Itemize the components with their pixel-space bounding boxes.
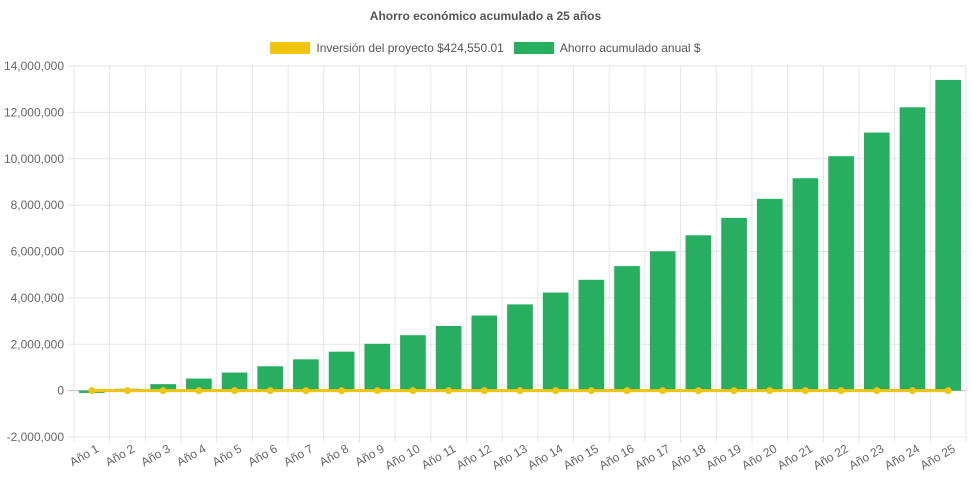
- bar-ahorro: [614, 266, 640, 391]
- x-tick-label: Año 4: [174, 441, 208, 469]
- point-inversion: [659, 387, 667, 395]
- x-tick-label: Año 17: [632, 441, 672, 472]
- point-inversion: [159, 387, 167, 395]
- bar-ahorro: [685, 235, 712, 391]
- point-inversion: [801, 387, 809, 395]
- bar-ahorro: [435, 325, 462, 391]
- point-inversion: [302, 387, 310, 395]
- bar-ahorro: [649, 251, 676, 391]
- point-inversion: [88, 387, 96, 395]
- point-inversion: [766, 387, 774, 395]
- bar-ahorro: [756, 198, 783, 391]
- x-tick-label: Año 12: [454, 441, 494, 472]
- point-inversion: [944, 387, 952, 395]
- legend-label-ahorro: Ahorro acumulado anual $: [559, 41, 701, 55]
- x-tick-label: Año 25: [918, 441, 958, 472]
- bar-ahorro: [507, 304, 533, 391]
- x-tick-label: Año 10: [383, 441, 423, 472]
- x-tick-label: Año 21: [775, 441, 815, 472]
- legend: Inversión del proyecto $424,550.01 Ahorr…: [0, 41, 971, 55]
- legend-swatch-inversion: [270, 42, 311, 54]
- x-tick-label: Año 6: [246, 441, 280, 469]
- point-inversion: [195, 387, 203, 395]
- y-tick-label: 6,000,000: [11, 245, 65, 259]
- y-tick-label: 12,000,000: [4, 105, 64, 119]
- bar-ahorro: [471, 315, 498, 391]
- x-tick-label: Año 22: [811, 441, 851, 472]
- x-tick-label: Año 8: [317, 441, 351, 469]
- y-tick-label: -2,000,000: [7, 430, 65, 444]
- x-tick-label: Año 3: [139, 441, 173, 469]
- x-tick-label: Año 15: [561, 441, 601, 472]
- point-inversion: [873, 387, 881, 395]
- y-tick-label: 8,000,000: [11, 198, 65, 212]
- point-inversion: [516, 387, 524, 395]
- bar-ahorro: [221, 372, 248, 391]
- x-tick-label: Año 7: [281, 441, 315, 469]
- bar-ahorro: [400, 335, 426, 391]
- legend-item-ahorro[interactable]: Ahorro acumulado anual $: [513, 41, 701, 55]
- point-inversion: [266, 387, 274, 395]
- point-inversion: [694, 387, 702, 395]
- bar-ahorro: [828, 156, 854, 391]
- point-inversion: [124, 387, 132, 395]
- x-tick-label: Año 16: [597, 441, 637, 472]
- bar-ahorro: [257, 366, 284, 391]
- bar-ahorro: [792, 178, 819, 391]
- bar-ahorro: [578, 279, 605, 391]
- x-tick-label: Año 13: [490, 441, 530, 472]
- x-tick-label: Año 19: [704, 441, 744, 472]
- bar-ahorro: [293, 359, 319, 391]
- bar-ahorro: [899, 107, 926, 391]
- y-tick-label: 14,000,000: [4, 59, 64, 73]
- point-inversion: [445, 387, 453, 395]
- x-tick-label: Año 14: [525, 441, 565, 472]
- x-tick-label: Año 18: [668, 441, 708, 472]
- bar-ahorro: [542, 292, 569, 391]
- x-tick-label: Año 2: [103, 441, 137, 469]
- y-tick-label: 4,000,000: [11, 291, 65, 305]
- point-inversion: [623, 387, 631, 395]
- x-tick-label: Año 23: [846, 441, 886, 472]
- bar-ahorro: [863, 132, 890, 391]
- point-inversion: [730, 387, 738, 395]
- bar-ahorro: [328, 351, 355, 391]
- legend-item-inversion[interactable]: Inversión del proyecto $424,550.01: [270, 41, 504, 55]
- y-tick-label: 0: [57, 384, 64, 398]
- legend-label-inversion: Inversión del proyecto $424,550.01: [316, 41, 504, 55]
- y-tick-label: 10,000,000: [4, 152, 64, 166]
- chart-title: Ahorro económico acumulado a 25 años: [369, 9, 602, 23]
- x-tick-label: Año 1: [67, 441, 101, 469]
- point-inversion: [837, 387, 845, 395]
- point-inversion: [338, 387, 346, 395]
- point-inversion: [552, 387, 560, 395]
- x-tick-label: Año 20: [739, 441, 779, 472]
- bar-ahorro: [364, 343, 391, 391]
- bar-ahorro: [186, 378, 212, 391]
- legend-swatch-ahorro: [513, 42, 554, 54]
- x-tick-label: Año 11: [419, 441, 458, 472]
- point-inversion: [480, 387, 488, 395]
- x-tick-label: Año 9: [353, 441, 387, 469]
- point-inversion: [409, 387, 417, 395]
- point-inversion: [587, 387, 595, 395]
- point-inversion: [231, 387, 239, 395]
- point-inversion: [373, 387, 381, 395]
- bar-ahorro: [935, 79, 962, 391]
- bar-ahorro: [721, 217, 747, 391]
- x-tick-label: Año 24: [882, 441, 922, 472]
- y-tick-label: 2,000,000: [11, 337, 65, 351]
- point-inversion: [908, 387, 916, 395]
- x-tick-label: Año 5: [210, 441, 244, 469]
